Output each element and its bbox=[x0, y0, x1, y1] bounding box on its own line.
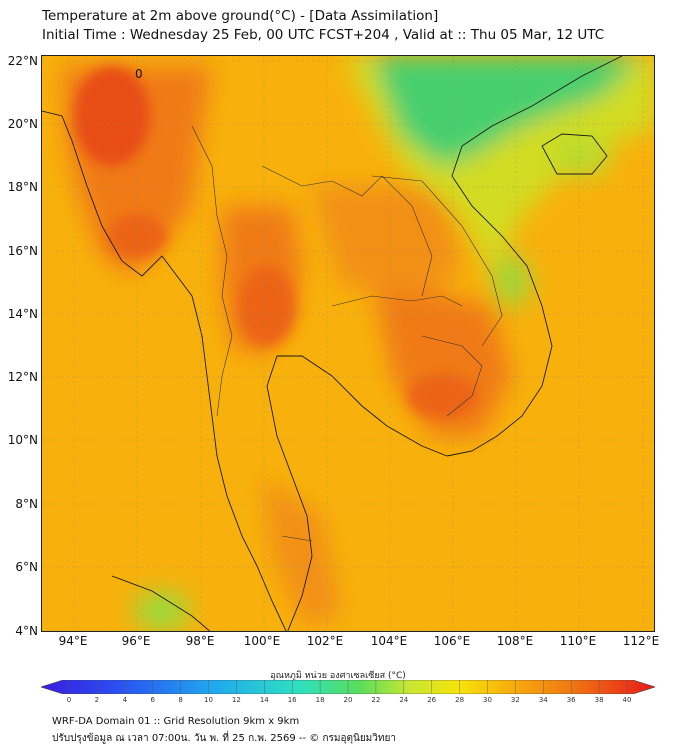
temperature-map: 0 bbox=[41, 55, 655, 632]
lon-tick-label: 98°E bbox=[185, 634, 215, 648]
colorbar-tick-label: 10 bbox=[204, 696, 213, 704]
lat-tick-label: 6°N bbox=[15, 560, 38, 574]
lat-tick-label: 22°N bbox=[7, 54, 38, 68]
colorbar-tick-label: 26 bbox=[427, 696, 437, 704]
lon-tick-label: 108°E bbox=[496, 634, 534, 648]
border-layer bbox=[191, 125, 503, 542]
cool-region-layer bbox=[134, 56, 654, 631]
chart-subtitle: Initial Time : Wednesday 25 Feb, 00 UTC … bbox=[42, 27, 605, 43]
cool-region-north-vietnam bbox=[372, 56, 642, 166]
lat-tick-label: 14°N bbox=[7, 307, 38, 321]
colorbar-tick-label: 6 bbox=[150, 696, 155, 704]
colorbar-tick-label: 14 bbox=[259, 696, 269, 704]
colorbar-title: อุณหภูมิ หน่วย องศาเซลเซียส (°C) bbox=[270, 671, 406, 681]
coastline-malay-peninsula bbox=[226, 495, 287, 631]
lon-tick-label: 112°E bbox=[622, 634, 660, 648]
colorbar-tick-label: 40 bbox=[622, 696, 632, 704]
lat-tick-label: 12°N bbox=[7, 370, 38, 384]
chart-title: Temperature at 2m above ground(°C) - [Da… bbox=[42, 8, 439, 24]
border-thailand-cambodia bbox=[331, 295, 463, 307]
hot-core-bangkok bbox=[239, 266, 295, 346]
hot-core-cambodia bbox=[407, 374, 477, 418]
lon-tick-label: 106°E bbox=[433, 634, 471, 648]
coastline-myanmar bbox=[42, 110, 228, 497]
hot-core-myanmar-north bbox=[74, 66, 150, 166]
graticule bbox=[42, 56, 654, 631]
coastline-layer bbox=[42, 56, 623, 631]
border-thailand-malaysia bbox=[281, 535, 313, 542]
colorbar-tick-marks bbox=[68, 680, 628, 694]
colorbar bbox=[41, 680, 655, 694]
lon-tick-label: 110°E bbox=[559, 634, 597, 648]
colorbar-tick-label: 38 bbox=[594, 696, 604, 704]
lon-tick-label: 96°E bbox=[121, 634, 151, 648]
colorbar-tick-label: 8 bbox=[178, 696, 183, 704]
colorbar-tick-label: 30 bbox=[483, 696, 492, 704]
colorbar-tick-label: 34 bbox=[538, 696, 548, 704]
footer-model-info: WRF-DA Domain 01 :: Grid Resolution 9km … bbox=[52, 716, 300, 727]
border-myanmar-thailand bbox=[191, 125, 233, 417]
map-canvas: 0 bbox=[42, 56, 654, 631]
cool-region-sumatra bbox=[134, 591, 190, 631]
colorbar-tick-label: 36 bbox=[566, 696, 576, 704]
colorbar-tick-label: 28 bbox=[455, 696, 465, 704]
border-cambodia-vietnam bbox=[421, 335, 483, 417]
lat-tick-label: 20°N bbox=[7, 117, 38, 131]
colorbar-tick-label: 12 bbox=[231, 696, 241, 704]
warm-region-south bbox=[262, 476, 342, 626]
lat-tick-label: 18°N bbox=[7, 180, 38, 194]
contour-label: 0 bbox=[135, 67, 143, 81]
colorbar-tick-label: 2 bbox=[94, 696, 100, 704]
cool-region-hainan bbox=[552, 136, 612, 176]
lat-tick-label: 8°N bbox=[15, 497, 38, 511]
lat-tick-label: 16°N bbox=[7, 244, 38, 258]
colorbar-tick-label: 32 bbox=[510, 696, 520, 704]
coastline-sumatra bbox=[111, 575, 211, 631]
colorbar-tick-label: 24 bbox=[399, 696, 409, 704]
colorbar-tick-label: 0 bbox=[66, 696, 72, 704]
border-thailand-laos bbox=[261, 165, 433, 297]
lon-tick-label: 94°E bbox=[58, 634, 88, 648]
lon-tick-label: 104°E bbox=[370, 634, 408, 648]
lon-tick-label: 102°E bbox=[306, 634, 344, 648]
footer-update-info: ปรับปรุงข้อมูล ณ เวลา 07:00น. วัน พ. ที่… bbox=[52, 733, 396, 744]
colorbar-tick-label: 18 bbox=[315, 696, 325, 704]
coastline-gulf-thailand bbox=[266, 355, 448, 631]
warm-region-isan bbox=[312, 186, 462, 296]
coastline-vietnam bbox=[446, 56, 623, 457]
lon-tick-label: 100°E bbox=[243, 634, 281, 648]
colorbar-tick-label: 4 bbox=[122, 696, 128, 704]
lat-tick-label: 10°N bbox=[7, 433, 38, 447]
coastline-hainan bbox=[541, 133, 608, 175]
colorbar-tick-label: 16 bbox=[287, 696, 297, 704]
lat-tick-label: 4°N bbox=[15, 624, 38, 638]
cool-region-central-vietnam bbox=[494, 256, 530, 306]
colorbar-tick-label: 20 bbox=[343, 696, 353, 704]
colorbar-tick-label: 22 bbox=[371, 696, 381, 704]
